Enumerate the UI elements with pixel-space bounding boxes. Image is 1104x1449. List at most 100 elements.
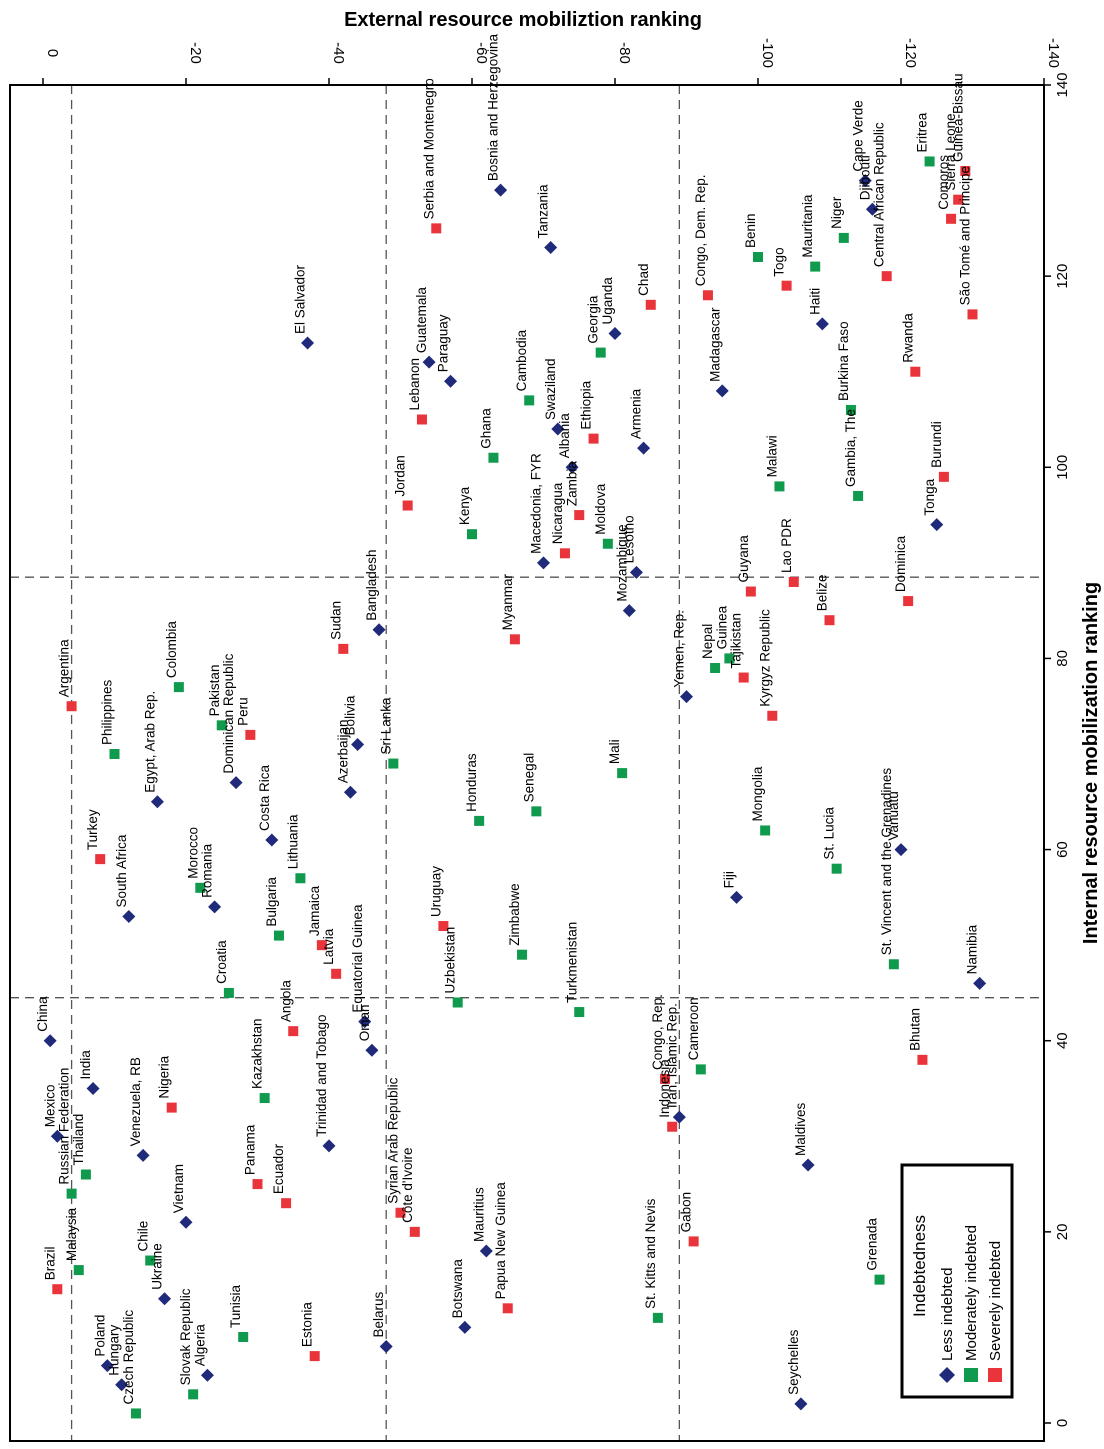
point-label: Malawi (764, 435, 779, 477)
point-marker (273, 930, 284, 941)
point-label: Honduras (464, 753, 479, 812)
point-marker (43, 1034, 57, 1048)
point-label: Mauritius (471, 1187, 486, 1242)
point-marker (195, 882, 206, 893)
point-label: Fiji (722, 871, 737, 888)
point-marker (316, 940, 327, 951)
point-label: Turkmenistan (564, 922, 579, 1003)
point-marker (136, 1148, 150, 1162)
point-marker (838, 232, 849, 243)
point-marker (238, 1331, 249, 1342)
right-tick-label: 140 (1054, 72, 1071, 97)
point-label: Morocco (185, 827, 200, 879)
point-marker (322, 1139, 336, 1153)
point-label: Kazakhstan (250, 1019, 265, 1090)
point-marker (115, 1378, 129, 1392)
point-marker (544, 240, 558, 254)
point-label: Nigeria (157, 1055, 172, 1098)
top-tick-label: -80 (616, 42, 633, 64)
point-marker (452, 997, 463, 1008)
legend-marker (939, 1367, 955, 1383)
right-tick-label: 120 (1054, 264, 1071, 289)
point-label: Costa Rica (257, 764, 272, 831)
top-tick-label: 0 (44, 49, 61, 57)
point-label: Thailand (71, 1114, 86, 1166)
point-marker (930, 518, 944, 532)
point-marker (637, 441, 651, 455)
point-label: Mozambique (614, 524, 629, 601)
point-label: Namibia (965, 924, 980, 974)
point-marker (66, 701, 77, 712)
point-label: Burkina Faso (836, 321, 851, 401)
point-label: Comoros (936, 155, 951, 210)
point-marker (358, 1015, 372, 1029)
point-label: Congo, Dem. Rep. (693, 174, 708, 286)
point-label: Equatorial Guinea (350, 904, 365, 1013)
point-label: Tanzania (536, 184, 551, 239)
point-label: Maldives (793, 1102, 808, 1156)
point-marker (781, 280, 792, 291)
point-marker (86, 1082, 100, 1095)
point-marker (774, 481, 785, 492)
axes: 0 -20 -40 -60 -80 -100 -120 -140 0 20 40 60 80 100 120… (9, 38, 1071, 1442)
point-label: Ethiopia (579, 380, 594, 429)
point-marker (474, 815, 485, 826)
point-label: Sri Lanka (378, 697, 393, 755)
point-label: Trinidad and Tobago (314, 1014, 329, 1136)
point-label: Bangladesh (364, 549, 379, 620)
point-marker (431, 223, 442, 234)
point-marker (502, 1303, 513, 1314)
point-marker (815, 317, 829, 331)
point-label: Uzbekistan (443, 927, 458, 994)
point-label: Bulgaria (264, 877, 279, 927)
point-marker (565, 460, 579, 474)
point-marker (595, 347, 606, 358)
right-axis-title-group: Internal resource mobilization ranking (1080, 582, 1102, 944)
point-label: Togo (772, 247, 787, 276)
point-marker (216, 720, 227, 731)
point-marker (629, 565, 643, 579)
point-marker (574, 1007, 585, 1018)
plot-frame (9, 84, 1045, 1442)
right-tick-label: 40 (1054, 1032, 1071, 1049)
point-marker (794, 1397, 808, 1411)
point-label: Tonga (922, 478, 937, 515)
point-marker (488, 452, 499, 463)
point-label: Lao PDR (779, 518, 794, 573)
legend-box (900, 1163, 1014, 1399)
point-label: Ecuador (271, 1143, 286, 1194)
point-label: Belarus (371, 1292, 386, 1338)
point-label: Jamaica (307, 885, 322, 936)
point-marker (858, 174, 872, 188)
point-marker (617, 768, 628, 779)
point-marker (173, 682, 184, 693)
point-marker (422, 355, 436, 369)
point-marker (559, 548, 570, 559)
point-label: Haiti (807, 288, 822, 315)
point-labels: China Mexico Russian Federation India Thaila… (35, 34, 980, 1405)
point-marker (724, 653, 735, 664)
point-label: Romania (200, 843, 215, 898)
reference-lines (10, 85, 1044, 1441)
point-label: Botswana (450, 1259, 465, 1319)
point-label: Estonia (300, 1302, 315, 1348)
top-tick-label: -20 (187, 42, 204, 64)
point-label: Angola (278, 980, 293, 1023)
point-label: Lebanon (407, 358, 422, 411)
legend-label: Moderately indebted (963, 1225, 980, 1361)
point-label: Hungary (107, 1324, 122, 1375)
point-label: Turkey (85, 809, 100, 850)
point-marker (810, 261, 821, 272)
point-label: Zambia (564, 461, 579, 507)
point-label: Bhutan (907, 1008, 922, 1051)
point-label: Vanuatu (886, 791, 901, 840)
point-marker (967, 309, 978, 320)
point-marker (574, 510, 585, 521)
top-tick-label: -100 (759, 38, 776, 68)
point-marker (444, 374, 458, 388)
right-tick-label: 60 (1054, 841, 1071, 858)
point-label: Macedonia, FYR (529, 453, 544, 554)
point-marker (150, 795, 164, 809)
point-marker (894, 843, 908, 857)
